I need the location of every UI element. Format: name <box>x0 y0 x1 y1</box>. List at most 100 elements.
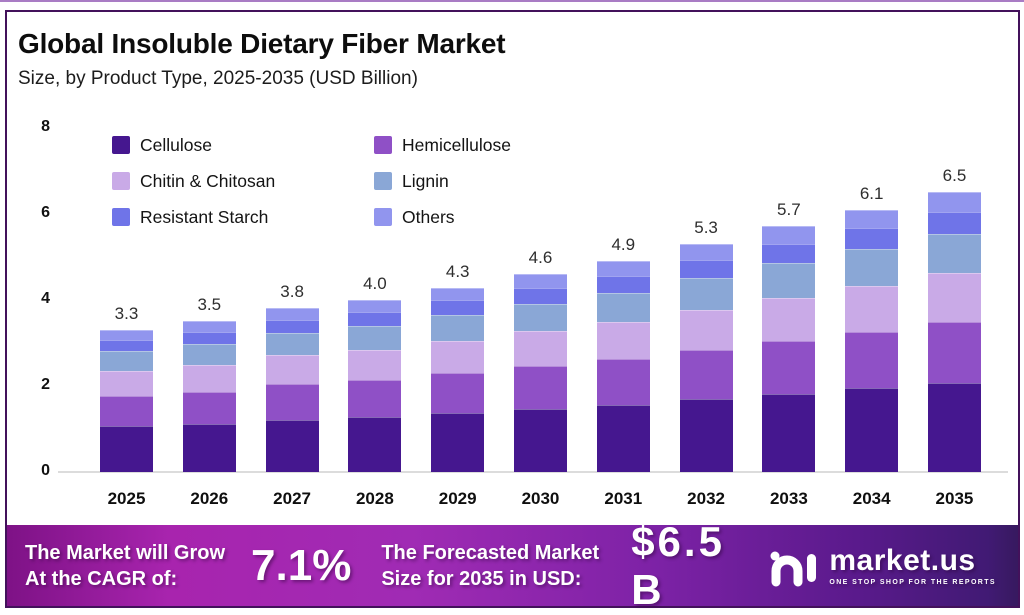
bar-segment-others <box>596 261 650 276</box>
bar-segment-chitin-chitosan <box>845 285 899 332</box>
bar-2029: 4.3 <box>431 262 485 472</box>
bar-segment-chitin-chitosan <box>927 273 981 323</box>
cagr-label-line1: The Market will Grow <box>25 541 226 564</box>
bar-segment-cellulose <box>182 423 236 472</box>
y-tick-label: 8 <box>41 118 50 135</box>
bar-segment-lignin <box>182 344 236 366</box>
y-tick-label: 6 <box>41 204 50 221</box>
bar-segment-others <box>845 209 899 229</box>
bar-segment-lignin <box>348 325 402 350</box>
bar-segment-others <box>348 300 402 313</box>
bar-total-label: 4.0 <box>363 274 387 294</box>
bar-2035: 6.5 <box>927 166 981 472</box>
bar-segment-hemicellulose <box>513 366 567 409</box>
legend-label: Cellulose <box>140 134 212 155</box>
cagr-value: 7.1% <box>251 540 352 590</box>
market-us-icon <box>770 551 817 586</box>
bar-segment-hemicellulose <box>596 359 650 405</box>
legend-label: Others <box>402 206 455 227</box>
bar-segment-others <box>762 226 816 244</box>
x-tick-label: 2025 <box>107 489 146 508</box>
bar-total-label: 6.5 <box>942 166 967 186</box>
legend-item-cellulose: Cellulose <box>112 135 374 156</box>
x-tick-label: 2031 <box>604 489 643 508</box>
bar-segment-cellulose <box>431 412 485 472</box>
bar-segment-cellulose <box>265 419 319 472</box>
bar-total-label: 4.3 <box>445 261 470 281</box>
bar-segment-lignin <box>679 278 733 310</box>
bar-2031: 4.9 <box>596 235 650 472</box>
legend-item-chitin-chitosan: Chitin & Chitosan <box>112 171 374 192</box>
x-tick-label: 2026 <box>190 489 229 508</box>
legend-swatch-icon <box>112 136 130 154</box>
y-tick-label: 0 <box>41 462 50 479</box>
legend-label: Resistant Starch <box>140 206 269 227</box>
bar-total-label: 3.3 <box>114 304 139 324</box>
bar-2026: 3.5 <box>182 295 236 472</box>
brand-text: market.us ONE STOP SHOP FOR THE REPORTS <box>829 543 996 586</box>
bar-segment-cellulose <box>845 388 899 472</box>
bar-2032: 5.3 <box>679 218 733 472</box>
bar-2025: 3.3 <box>100 304 153 472</box>
bar-segment-chitin-chitosan <box>679 309 733 350</box>
x-tick-label: 2033 <box>769 489 808 508</box>
bar-2034: 6.1 <box>845 184 899 472</box>
bar-segment-resistant-starch <box>596 275 650 293</box>
x-tick-label: 2029 <box>438 489 477 508</box>
bar-segment-hemicellulose <box>348 380 402 417</box>
bar-segment-others <box>679 244 733 261</box>
x-axis-labels: 2025 2026 2027 2028 2029 2030 2031 2032 2033 2034… <box>100 489 981 509</box>
bar-2030: 4.6 <box>513 248 567 472</box>
bar-segment-chitin-chitosan <box>513 331 567 367</box>
x-tick-label: 2032 <box>687 489 725 508</box>
page-title: Global Insoluble Dietary Fiber Market <box>18 28 506 59</box>
bar-segment-lignin <box>596 292 650 323</box>
bar-segment-hemicellulose <box>927 322 981 383</box>
bar-segment-cellulose <box>596 404 650 472</box>
bar-segment-lignin <box>513 303 567 332</box>
legend-swatch-icon <box>374 208 392 226</box>
bar-segment-resistant-starch <box>348 312 402 326</box>
legend-label: Chitin & Chitosan <box>140 170 276 191</box>
forecast-label: The Forecasted Market Size for 2035 in U… <box>381 540 599 592</box>
legend-label: Lignin <box>402 170 449 191</box>
x-tick-label: 2035 <box>935 489 974 508</box>
bar-total-label: 5.7 <box>777 200 801 220</box>
legend-swatch-icon <box>374 136 392 154</box>
bar-segment-chitin-chitosan <box>431 340 485 374</box>
bar-segment-cellulose <box>762 393 816 472</box>
bar-segment-hemicellulose <box>762 340 816 394</box>
forecast-label-line1: The Forecasted Market <box>381 541 600 564</box>
bar-segment-resistant-starch <box>265 319 319 333</box>
bar-segment-resistant-starch <box>431 300 485 316</box>
bar-2027: 3.8 <box>265 282 319 472</box>
bar-segment-resistant-starch <box>100 340 153 352</box>
forecast-value: $6.5 B <box>631 517 725 613</box>
x-tick-label: 2034 <box>852 489 891 508</box>
bar-segment-cellulose <box>679 398 733 472</box>
bar-total-label: 4.9 <box>611 235 636 255</box>
brand-name: market.us <box>829 543 976 577</box>
bar-segment-hemicellulose <box>431 373 485 413</box>
bar-segment-lignin <box>762 263 816 298</box>
bar-segment-resistant-starch <box>762 243 816 264</box>
legend-swatch-icon <box>112 172 130 190</box>
brand-logo: market.us ONE STOP SHOP FOR THE REPORTS <box>769 544 996 588</box>
bar-segment-hemicellulose <box>265 384 319 420</box>
bar-segment-resistant-starch <box>513 288 567 304</box>
bar-segment-chitin-chitosan <box>762 297 816 341</box>
y-tick-label: 2 <box>41 376 50 393</box>
bar-segment-chitin-chitosan <box>182 365 236 392</box>
bar-segment-hemicellulose <box>182 391 236 424</box>
bar-segment-cellulose <box>927 382 981 472</box>
bar-segment-lignin <box>845 249 899 286</box>
legend-swatch-icon <box>374 172 392 190</box>
bar-2028: 4.0 <box>348 274 402 472</box>
chart-legend: Cellulose Hemicellulose Chitin & Chitosan L… <box>112 127 511 235</box>
bar-segment-chitin-chitosan <box>100 371 153 396</box>
bar-segment-chitin-chitosan <box>596 322 650 360</box>
bar-segment-hemicellulose <box>100 395 153 427</box>
page-subtitle: Size, by Product Type, 2025-2035 (USD Bi… <box>18 68 418 89</box>
bar-segment-cellulose <box>100 426 153 472</box>
